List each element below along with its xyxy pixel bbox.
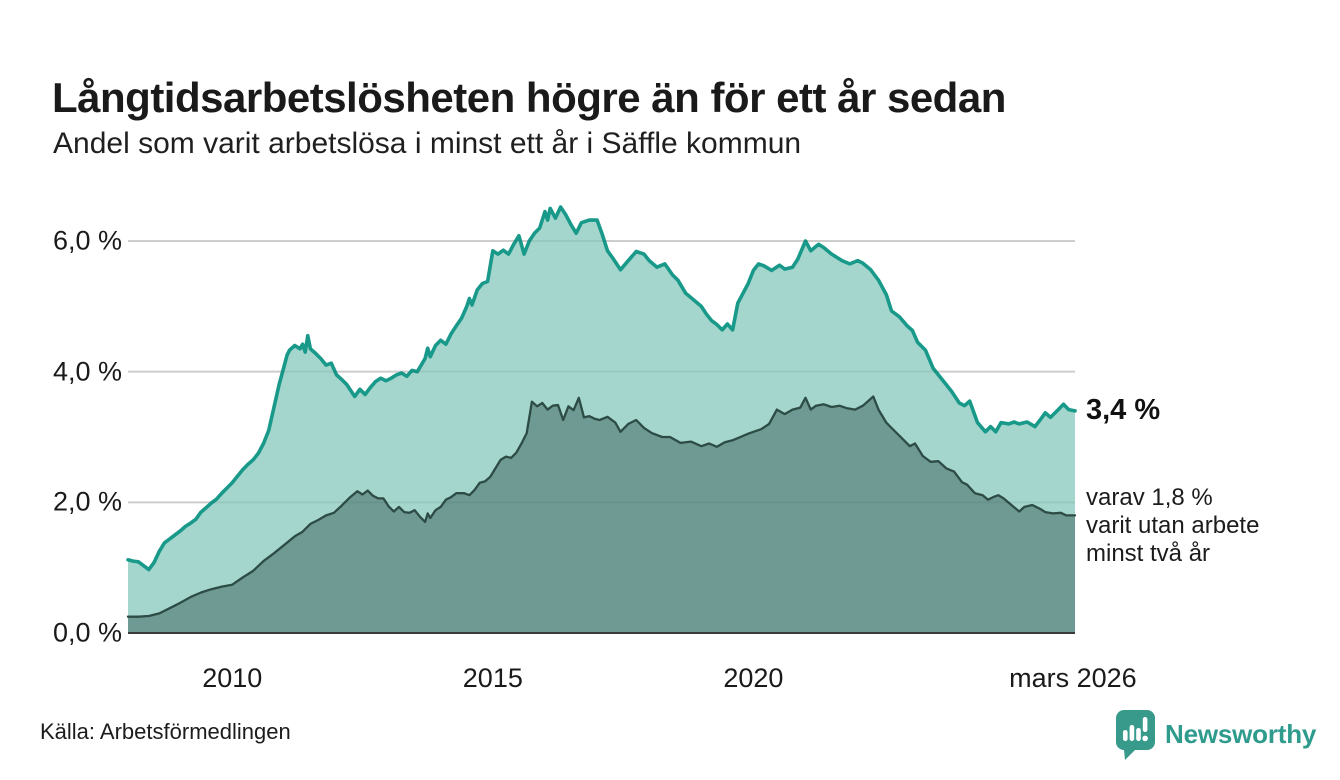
page-title: Långtidsarbetslösheten högre än för ett … — [52, 74, 1006, 122]
secondary-note-line: minst två år — [1086, 540, 1211, 567]
x-axis-tick-label: 2020 — [723, 663, 784, 693]
x-axis-tick-label: 2010 — [202, 663, 263, 693]
secondary-note-line: varav 1,8 % — [1086, 484, 1213, 511]
secondary-note: varav 1,8 % varit utan arbete minst två … — [1086, 484, 1259, 568]
source-label: Källa: Arbetsförmedlingen — [40, 719, 291, 744]
y-axis-tick-label: 4,0 % — [52, 356, 122, 387]
y-axis-tick-label: 6,0 % — [52, 225, 122, 256]
latest-value-label: 3,4 % — [1086, 394, 1161, 426]
newsworthy-logo-text: Newsworthy — [1165, 718, 1317, 749]
x-axis-tick-label: 2015 — [462, 663, 523, 693]
y-axis-tick-label: 0,0 % — [52, 617, 122, 648]
newsworthy-logo-icon — [1116, 710, 1155, 760]
chart-subtitle: Andel som varit arbetslösa i minst ett å… — [53, 127, 802, 160]
y-axis-tick-label: 2,0 % — [52, 486, 122, 517]
secondary-note-line: varit utan arbete — [1086, 512, 1260, 539]
newsworthy-logo: Newsworthy — [1113, 708, 1316, 760]
x-axis-tick-label: mars 2026 — [1009, 663, 1137, 693]
